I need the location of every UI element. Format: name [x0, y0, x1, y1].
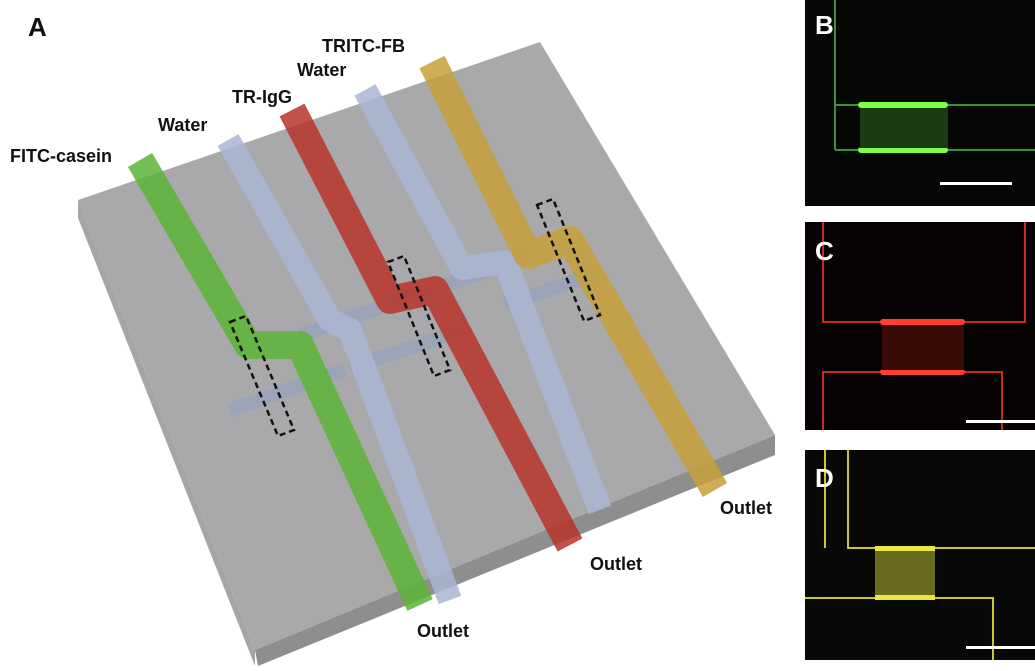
- micrograph-c: C: [805, 222, 1035, 430]
- inlet-label: Water: [158, 115, 207, 135]
- inlet-label: FITC-casein: [10, 146, 112, 166]
- outlet-label: Outlet: [590, 554, 642, 574]
- micrograph-b: B: [805, 0, 1035, 206]
- outlet-label: Outlet: [720, 498, 772, 518]
- panel-label: C: [815, 236, 834, 266]
- panel-label: A: [28, 12, 47, 42]
- inlet-label: Water: [297, 60, 346, 80]
- panel-label: D: [815, 463, 834, 493]
- outlet-label: Outlet: [417, 621, 469, 641]
- inlet-label: TRITC-FB: [322, 36, 405, 56]
- chip: [78, 42, 775, 666]
- panel-label: B: [815, 10, 834, 40]
- figure: A FITC-casein Water TR-IgG Water TRITC-F…: [0, 0, 1035, 666]
- micrograph-d: D: [805, 450, 1035, 660]
- inlet-label: TR-IgG: [232, 87, 292, 107]
